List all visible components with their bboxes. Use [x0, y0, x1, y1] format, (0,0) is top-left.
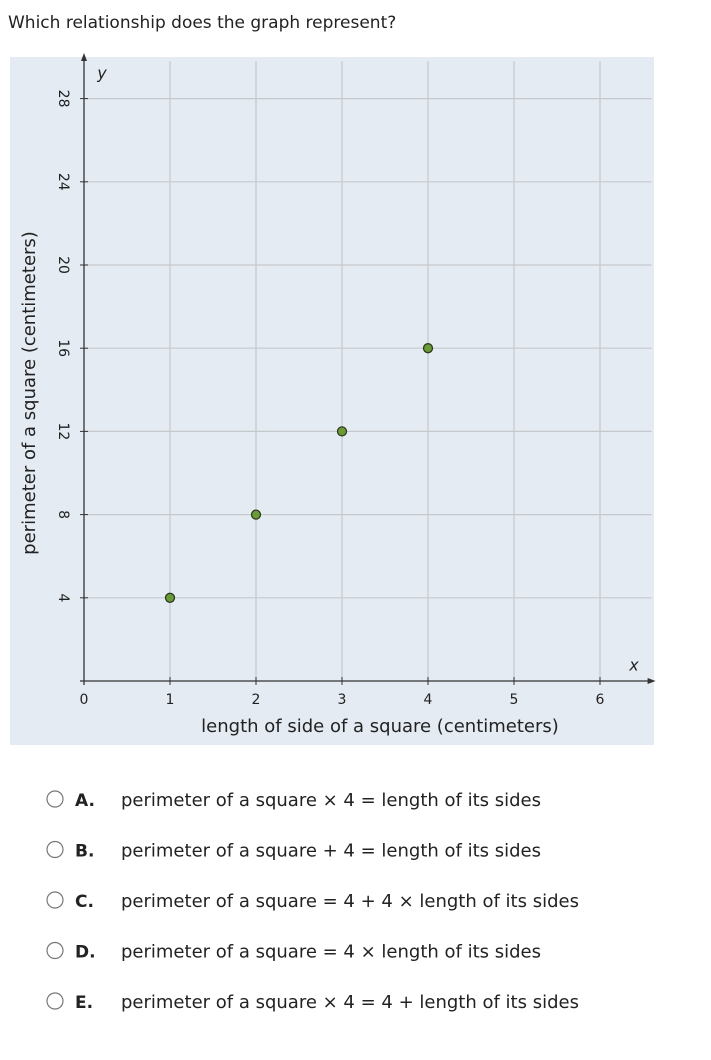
- option-text[interactable]: perimeter of a square × 4 = length of it…: [121, 790, 541, 811]
- x-tick-label: 1: [166, 692, 175, 708]
- radio-button[interactable]: [46, 790, 64, 808]
- radio-button[interactable]: [46, 840, 64, 859]
- data-point: [422, 343, 434, 354]
- x-tick-label: 3: [338, 692, 347, 708]
- option-letter[interactable]: A.: [75, 791, 95, 811]
- y-tick-label: 8: [55, 510, 71, 519]
- y-arrow: [81, 53, 87, 61]
- x-tick-label: 2: [252, 692, 261, 708]
- x-tick-label: 5: [510, 692, 519, 708]
- data-point: [164, 592, 176, 603]
- y-tick-label: 4: [55, 593, 71, 602]
- option-letter[interactable]: C.: [75, 892, 94, 912]
- x-axis-name: x: [628, 656, 639, 675]
- radio-button[interactable]: [46, 941, 64, 960]
- y-tick-label: 16: [55, 339, 71, 357]
- y-axis-name: y: [96, 64, 107, 83]
- option-letter[interactable]: D.: [75, 943, 96, 963]
- data-point: [250, 509, 262, 520]
- x-axis-label: length of side of a square (centimeters): [201, 716, 559, 737]
- y-tick-label: 28: [55, 90, 71, 108]
- radio-button[interactable]: [46, 891, 64, 909]
- y-axis-label: perimeter of a square (centimeters): [19, 231, 40, 555]
- option-text[interactable]: perimeter of a square + 4 = length of it…: [121, 841, 541, 862]
- x-tick-label: 4: [424, 692, 433, 708]
- option-letter[interactable]: B.: [75, 842, 94, 862]
- x-tick-label: 0: [80, 692, 89, 708]
- question: Which relationship does the graph repres…: [8, 13, 396, 33]
- data-point: [336, 426, 348, 437]
- option-letter[interactable]: E.: [75, 993, 93, 1013]
- y-tick-label: 20: [55, 256, 71, 274]
- options: A. perimeter of a square × 4 = length of …: [46, 790, 579, 1013]
- x-tick-label: 6: [596, 692, 605, 708]
- y-tick-label: 24: [55, 173, 71, 191]
- option-text[interactable]: perimeter of a square × 4 = 4 + length o…: [121, 992, 579, 1013]
- x-arrow: [647, 678, 656, 684]
- y-tick-label: 12: [55, 422, 71, 440]
- option-text[interactable]: perimeter of a square = 4 + 4 × length o…: [121, 891, 579, 912]
- option-text[interactable]: perimeter of a square = 4 × length of it…: [121, 942, 541, 963]
- radio-button[interactable]: [46, 992, 64, 1010]
- chart-panel: [10, 57, 654, 745]
